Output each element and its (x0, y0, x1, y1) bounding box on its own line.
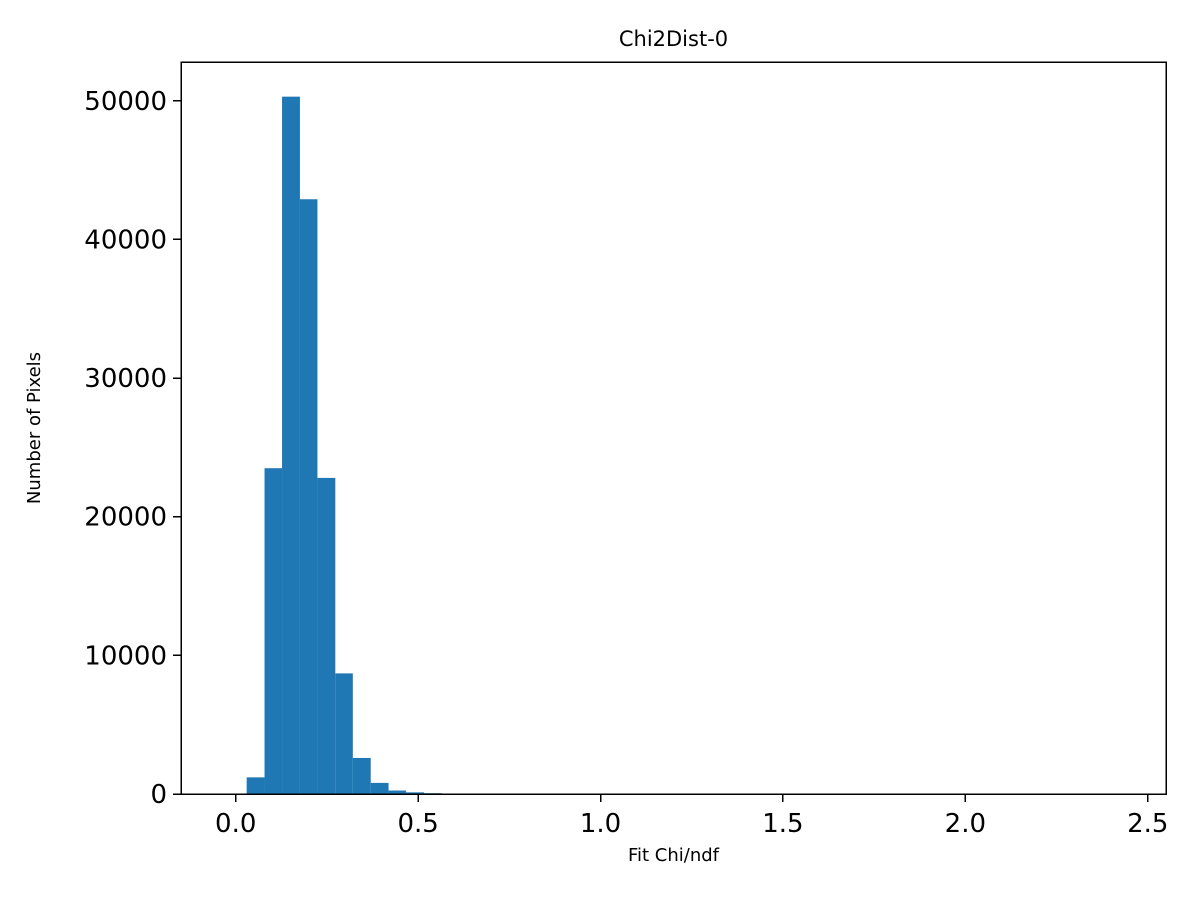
histogram-bar (406, 792, 424, 794)
y-tick-label: 50000 (84, 87, 167, 117)
y-tick-label: 30000 (84, 364, 167, 394)
x-tick-label: 2.0 (945, 809, 986, 839)
histogram-bar (282, 96, 300, 794)
histogram-bar (370, 782, 389, 794)
histogram-bar (317, 477, 336, 794)
y-axis-label: Number of Pixels (24, 352, 45, 504)
histogram-bar (352, 757, 371, 794)
chart-title: Chi2Dist-0 (619, 27, 728, 51)
y-tick-label: 20000 (84, 503, 167, 533)
bars-layer (246, 96, 442, 794)
histogram-bar (264, 468, 283, 794)
histogram-bar (388, 790, 407, 794)
plot-box-spine (180, 61, 1167, 795)
x-tick-label: 0.0 (215, 809, 256, 839)
y-tick-label: 40000 (84, 225, 167, 255)
x-tick-label: 1.0 (580, 809, 621, 839)
x-axis-label: Fit Chi/ndf (628, 845, 720, 866)
axes-layer: 0.0 0.5 1.0 1.5 2.0 2.5 0 10000 20000 30000 40000 5… (84, 61, 1168, 839)
x-tick-label: 0.5 (397, 809, 438, 839)
histogram-bar (335, 673, 353, 794)
y-tick-label: 10000 (84, 641, 167, 671)
x-tick-label: 1.5 (762, 809, 803, 839)
histogram-bar (246, 777, 265, 794)
y-tick-label: 0 (150, 780, 167, 810)
x-tick-label: 2.5 (1127, 809, 1168, 839)
histogram-bar (299, 199, 318, 794)
